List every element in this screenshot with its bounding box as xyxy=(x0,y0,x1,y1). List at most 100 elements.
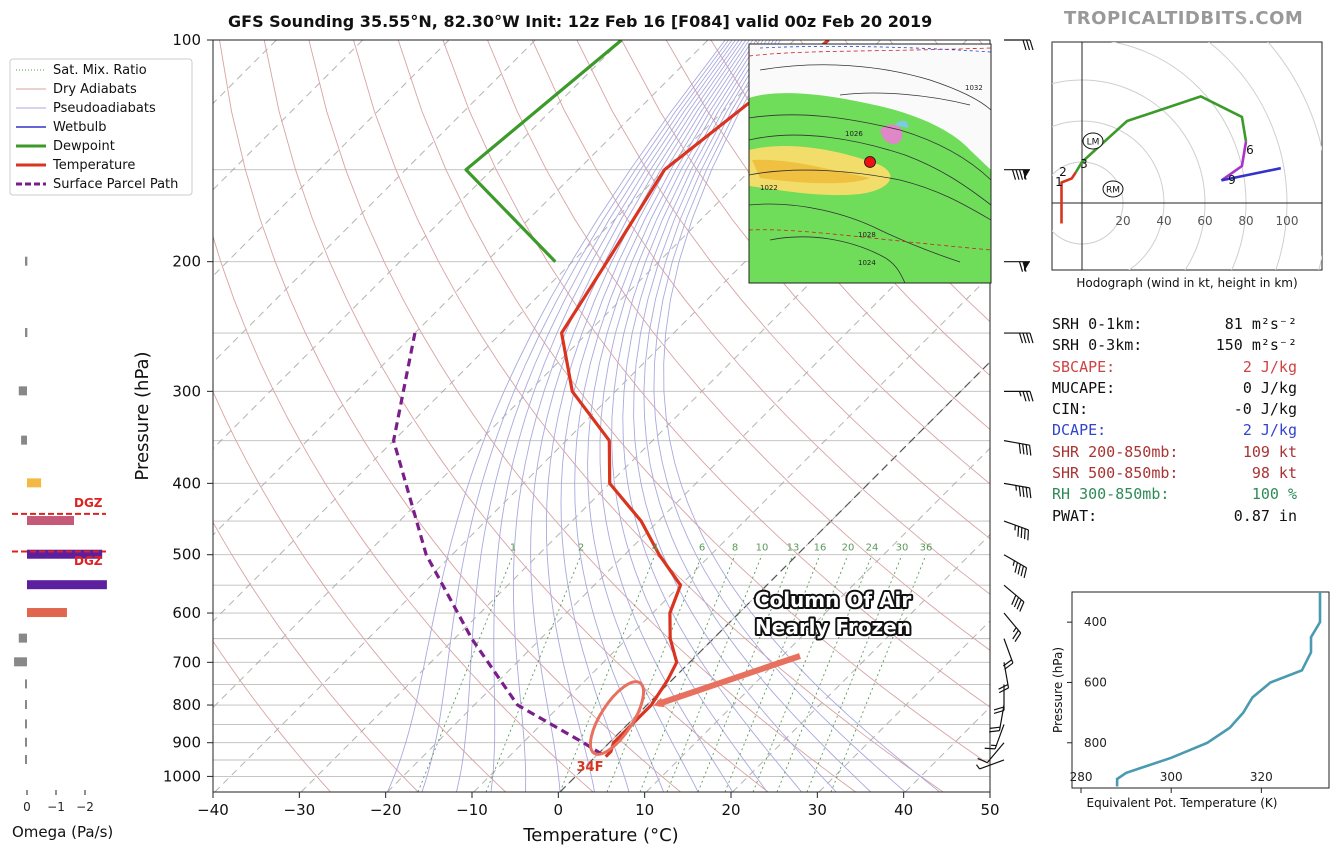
theta-x-tick-label: 300 xyxy=(1160,770,1183,784)
barb-half xyxy=(1012,627,1017,633)
mixing-ratio-label: 16 xyxy=(814,543,827,554)
isotherm xyxy=(387,188,990,792)
series-surface-parcel-path xyxy=(392,332,607,758)
barb-staff xyxy=(1003,440,1030,446)
wind-barb xyxy=(1003,482,1032,499)
index-value: 109 kt xyxy=(1242,442,1297,461)
barb-full xyxy=(1011,169,1017,180)
index-row: PWAT: 0.87 in xyxy=(1052,506,1297,527)
mixing-ratio-label: 20 xyxy=(842,543,855,554)
x-tick-label: 20 xyxy=(721,801,740,819)
sounding-indices: SRH 0-1km: 81 m²s⁻² SRH 0-3km: 150 m²s⁻² SBC… xyxy=(1052,314,1297,527)
barb-full xyxy=(1022,443,1025,455)
omega-tick-label: −1 xyxy=(47,800,65,814)
index-value: 100 % xyxy=(1251,485,1297,504)
omega-bar xyxy=(27,516,74,526)
x-tick-label: −10 xyxy=(456,801,488,819)
omega-tick-label: −2 xyxy=(76,800,94,814)
thickness-contour xyxy=(749,229,991,251)
legend-box xyxy=(9,58,193,196)
brand-watermark: TROPICALTIDBITS.COM xyxy=(1064,8,1304,29)
index-label: PWAT: xyxy=(1052,506,1098,525)
y-tick-label: 600 xyxy=(172,604,201,622)
hodo-segment xyxy=(1220,141,1248,182)
barb-full xyxy=(1025,332,1031,344)
mixing-ratio-label: 2 xyxy=(578,543,584,554)
annotation-text: Column Of Air xyxy=(755,588,912,612)
pseudoadiabat xyxy=(663,40,940,792)
wind-barb xyxy=(1003,520,1030,541)
barb-full xyxy=(1018,261,1024,272)
index-row: SHR 200-850mb: 109 kt xyxy=(1052,442,1297,463)
isobar-contour xyxy=(839,92,971,106)
hodo-tick-label: 40 xyxy=(1156,214,1171,228)
annotation: Column Of Air Nearly Frozen xyxy=(588,586,913,756)
pseudoadiabat xyxy=(545,40,747,792)
y-axis-label: Pressure (hPa) xyxy=(132,351,153,480)
omega-bar xyxy=(25,328,28,338)
theta-e-line xyxy=(1115,592,1322,787)
y-tick-label: 700 xyxy=(172,653,201,671)
pseudoadiabat xyxy=(574,40,754,792)
hodo-tick-label: 20 xyxy=(1115,214,1130,228)
dry-adiabat xyxy=(213,521,419,792)
barb-full xyxy=(993,709,1005,714)
legend-label: Wetbulb xyxy=(53,120,107,135)
barb-full xyxy=(1014,632,1022,643)
barb-full xyxy=(1029,39,1034,51)
wind-barb xyxy=(1003,440,1032,456)
pseudoadiabat xyxy=(490,40,736,792)
barb-full xyxy=(1016,599,1022,610)
hodo-segment xyxy=(1221,166,1282,182)
omega-tick-label: 0 xyxy=(23,800,31,814)
pseudoadiabat xyxy=(386,40,726,792)
pseudoadiabat xyxy=(611,40,768,792)
theta-x-tick-label: 320 xyxy=(1250,770,1273,784)
barb-full xyxy=(1018,169,1024,180)
wind-barb xyxy=(989,704,1005,733)
wind-barb xyxy=(977,742,1005,764)
hodo-segment xyxy=(1060,171,1077,224)
wind-barb xyxy=(1003,554,1028,579)
dry-adiabat xyxy=(397,40,990,766)
barb-full xyxy=(1004,662,1014,670)
index-value: 150 m²s⁻² xyxy=(1215,336,1297,355)
mixing-ratio-label: 30 xyxy=(896,543,909,554)
omega-bar xyxy=(25,754,27,764)
barb-staff xyxy=(994,724,1005,750)
pseudoadiabat xyxy=(599,40,761,792)
dry-adiabat xyxy=(263,40,769,792)
barb-full xyxy=(1029,487,1032,499)
x-tick-label: 0 xyxy=(554,801,564,819)
theta-e-panel: 280 300 320 400 600 800 Equivalent Pot. Temper… xyxy=(1051,591,1330,810)
dry-adiabat xyxy=(710,40,990,377)
x-tick-label: −30 xyxy=(284,801,316,819)
dgz-label: DGZ xyxy=(74,496,103,510)
mixing-ratio-label: 8 xyxy=(732,543,738,554)
annotation-arrow xyxy=(653,653,801,708)
barb-full xyxy=(984,747,996,750)
index-value: 2 J/kg xyxy=(1242,357,1297,376)
inset-map: 1032 1022 1028 1026 1024 xyxy=(749,44,991,283)
barb-full xyxy=(998,683,1009,690)
hodo-height-label: 2 xyxy=(1059,165,1067,179)
mixing-ratio-line xyxy=(417,554,514,792)
omega-bar xyxy=(21,435,27,445)
barb-staff xyxy=(1003,612,1022,634)
barb-full xyxy=(1019,601,1025,612)
mixing-ratio-label: 4 xyxy=(652,543,658,554)
mixing-ratio-label: 6 xyxy=(699,543,705,554)
legend-label: Pseudoadiabats xyxy=(53,101,156,116)
omega-bar xyxy=(25,700,27,710)
barb-staff xyxy=(1003,554,1027,569)
barb-full xyxy=(1013,597,1020,608)
barb-staff xyxy=(1003,638,1014,664)
map-contour-label: 1032 xyxy=(965,84,983,92)
mixing-ratio-label: 10 xyxy=(756,543,769,554)
barb-staff xyxy=(1003,662,1010,689)
legend-label: Dry Adiabats xyxy=(53,82,137,97)
x-tick-label: −20 xyxy=(370,801,402,819)
wind-barb xyxy=(1004,169,1030,180)
barb-full xyxy=(1018,443,1022,454)
